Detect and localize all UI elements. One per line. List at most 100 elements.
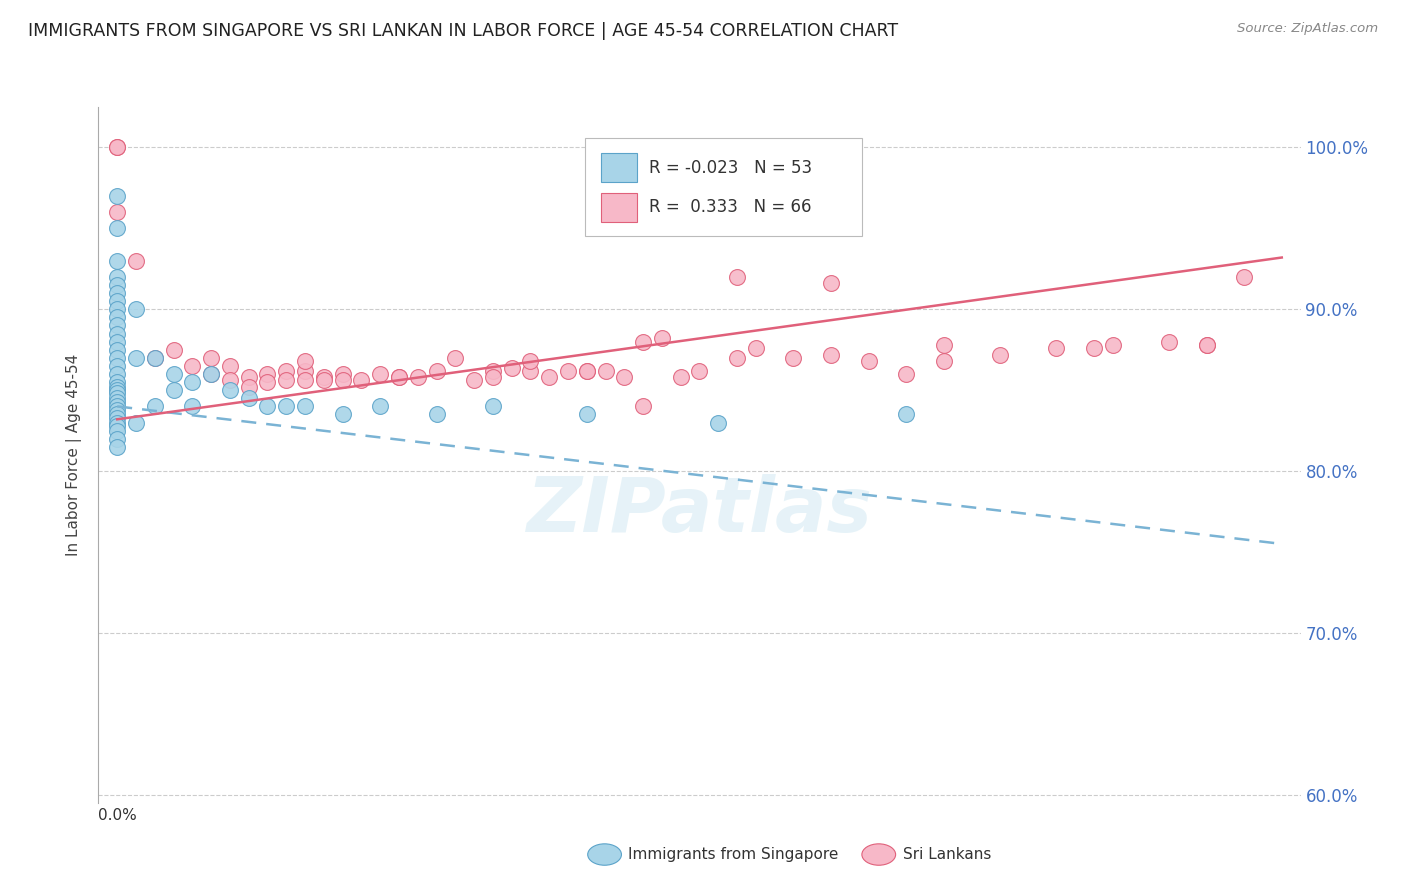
Point	[125, 351, 148, 365]
Point	[181, 400, 204, 414]
Point	[105, 380, 128, 394]
Point	[575, 408, 598, 422]
Point	[105, 375, 128, 389]
Point	[105, 408, 128, 422]
Point	[105, 440, 128, 454]
Point	[105, 402, 128, 417]
Text: R = -0.023   N = 53: R = -0.023 N = 53	[650, 159, 813, 177]
Point	[276, 374, 298, 388]
Text: R =  0.333   N = 66: R = 0.333 N = 66	[650, 198, 811, 216]
Point	[482, 364, 505, 378]
Point	[200, 367, 222, 381]
Point	[631, 400, 654, 414]
Point	[162, 367, 184, 381]
Y-axis label: In Labor Force | Age 45-54: In Labor Force | Age 45-54	[66, 354, 83, 556]
Point	[105, 140, 128, 154]
Point	[200, 367, 222, 381]
Point	[782, 351, 804, 365]
FancyBboxPatch shape	[585, 138, 862, 235]
Point	[820, 277, 842, 291]
Point	[162, 383, 184, 397]
Point	[707, 416, 730, 430]
Point	[105, 310, 128, 325]
Point	[745, 341, 768, 355]
Point	[519, 364, 541, 378]
Point	[425, 364, 447, 378]
Point	[143, 400, 166, 414]
Point	[105, 205, 128, 219]
Point	[1233, 269, 1256, 284]
Point	[105, 189, 128, 203]
Point	[105, 432, 128, 446]
Point	[482, 370, 505, 384]
Point	[105, 286, 128, 301]
Point	[256, 400, 278, 414]
Point	[105, 359, 128, 373]
Point	[1101, 338, 1123, 352]
Point	[613, 370, 636, 384]
Point	[294, 354, 316, 368]
Point	[350, 374, 373, 388]
Point	[725, 269, 748, 284]
Point	[463, 374, 485, 388]
Point	[143, 351, 166, 365]
Point	[105, 410, 128, 425]
Point	[105, 424, 128, 438]
Point	[105, 221, 128, 235]
Bar	[600, 193, 637, 222]
Point	[932, 354, 955, 368]
Point	[105, 351, 128, 365]
Point	[105, 318, 128, 333]
Point	[276, 400, 298, 414]
Point	[105, 140, 128, 154]
Text: Immigrants from Singapore: Immigrants from Singapore	[628, 847, 839, 862]
Point	[932, 338, 955, 352]
Point	[688, 364, 710, 378]
Point	[256, 375, 278, 389]
Point	[519, 354, 541, 368]
Point	[238, 370, 260, 384]
Point	[105, 302, 128, 317]
Point	[538, 370, 561, 384]
Point	[312, 370, 335, 384]
Point	[332, 374, 354, 388]
Point	[388, 370, 411, 384]
Point	[105, 326, 128, 341]
Point	[125, 253, 148, 268]
Point	[200, 351, 222, 365]
Point	[238, 380, 260, 394]
Point	[105, 394, 128, 409]
Point	[425, 408, 447, 422]
Point	[388, 370, 411, 384]
Point	[858, 354, 880, 368]
Point	[1083, 341, 1105, 355]
Point	[181, 359, 204, 373]
Point	[482, 400, 505, 414]
Point	[368, 367, 391, 381]
Text: IMMIGRANTS FROM SINGAPORE VS SRI LANKAN IN LABOR FORCE | AGE 45-54 CORRELATION C: IMMIGRANTS FROM SINGAPORE VS SRI LANKAN …	[28, 22, 898, 40]
Point	[820, 348, 842, 362]
Point	[276, 364, 298, 378]
Point	[332, 408, 354, 422]
Point	[105, 418, 128, 433]
Point	[294, 374, 316, 388]
Point	[651, 331, 673, 345]
Point	[105, 386, 128, 401]
Point	[105, 269, 128, 284]
Point	[125, 416, 148, 430]
Point	[105, 392, 128, 406]
Text: Sri Lankans: Sri Lankans	[903, 847, 991, 862]
Point	[988, 348, 1011, 362]
Point	[143, 351, 166, 365]
Point	[406, 370, 429, 384]
Point	[219, 383, 242, 397]
Point	[219, 359, 242, 373]
Text: ZIPatlas: ZIPatlas	[526, 474, 873, 548]
Point	[575, 364, 598, 378]
Point	[105, 334, 128, 349]
Point	[105, 367, 128, 381]
Point	[162, 343, 184, 357]
Point	[894, 408, 917, 422]
Point	[1045, 341, 1067, 355]
Text: Source: ZipAtlas.com: Source: ZipAtlas.com	[1237, 22, 1378, 36]
